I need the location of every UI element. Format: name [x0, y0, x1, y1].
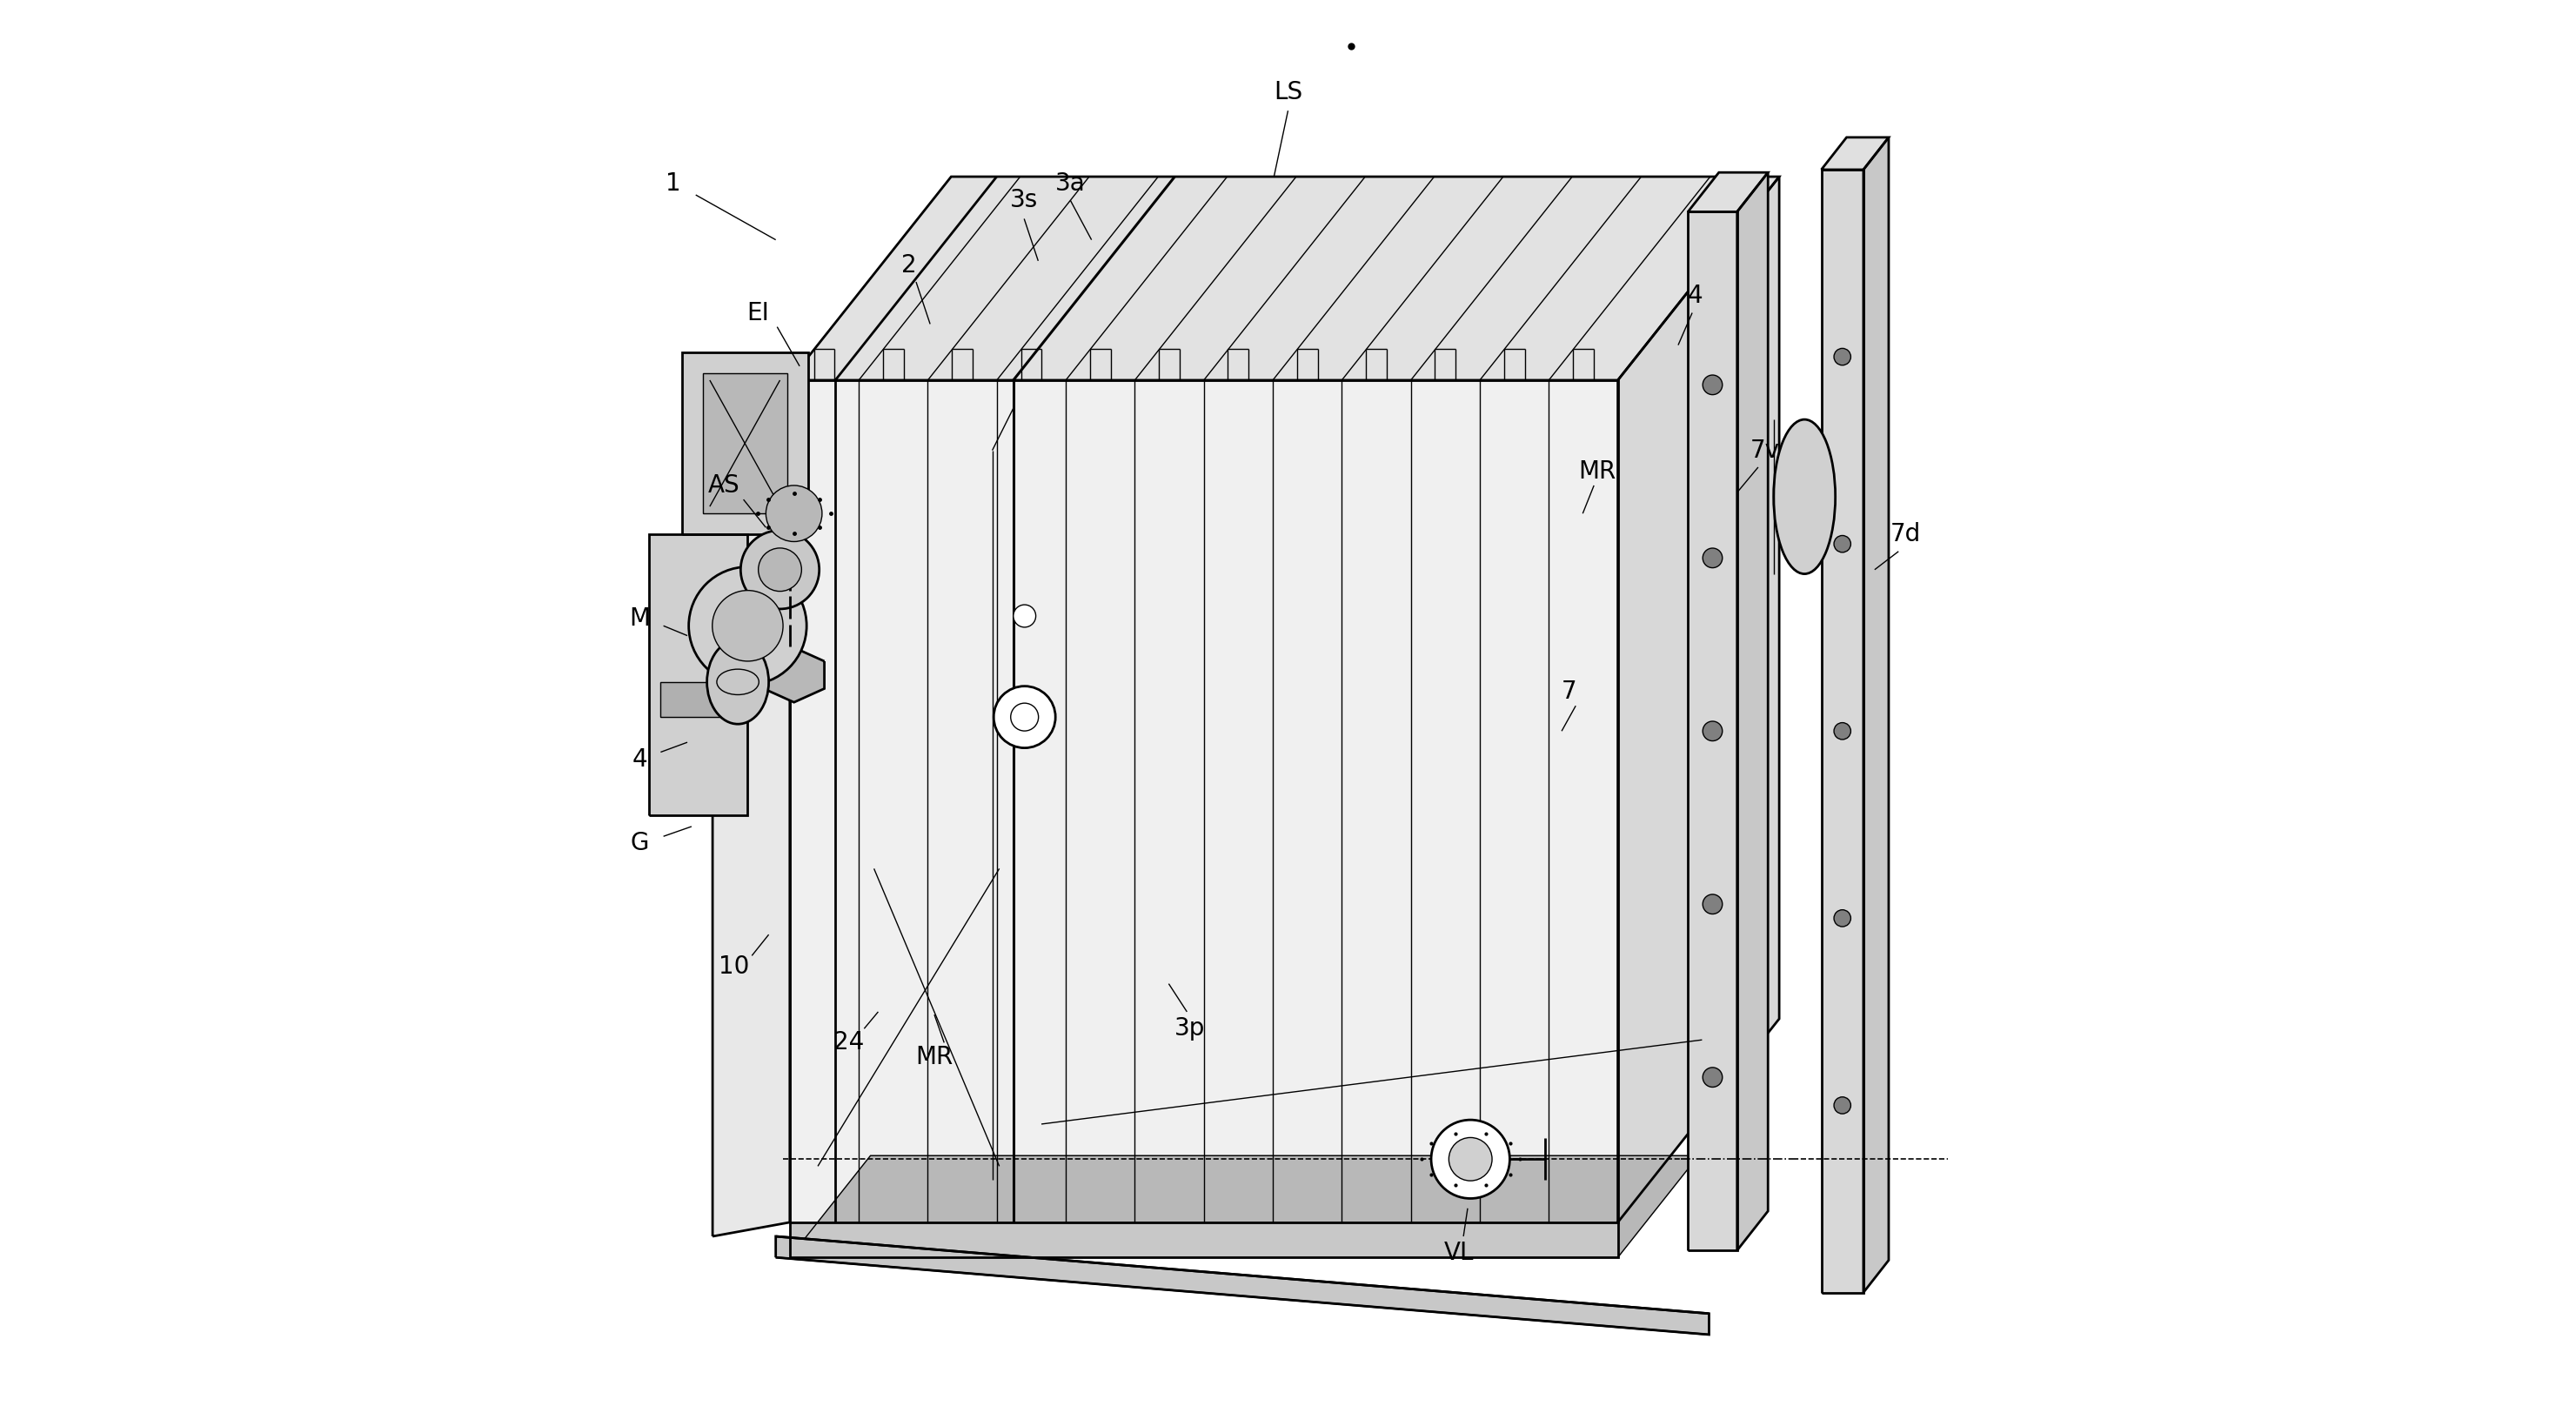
Circle shape — [688, 567, 806, 685]
Polygon shape — [1736, 173, 1767, 1250]
Polygon shape — [791, 1222, 1618, 1257]
Polygon shape — [762, 648, 824, 702]
Circle shape — [714, 591, 783, 661]
Circle shape — [1703, 894, 1723, 914]
Polygon shape — [1821, 138, 1888, 170]
Polygon shape — [1618, 177, 1780, 1222]
Text: 1: 1 — [665, 172, 680, 195]
Polygon shape — [1687, 212, 1736, 1250]
Polygon shape — [703, 373, 786, 513]
Text: MR: MR — [914, 1045, 953, 1069]
Text: LS: LS — [1273, 80, 1303, 104]
Polygon shape — [791, 380, 1618, 1222]
Text: 3a: 3a — [1056, 172, 1084, 195]
Polygon shape — [714, 380, 791, 1236]
Polygon shape — [649, 534, 747, 815]
Text: 7v: 7v — [1749, 439, 1780, 463]
Polygon shape — [1687, 173, 1767, 212]
Circle shape — [1834, 910, 1850, 927]
Circle shape — [1432, 1119, 1510, 1198]
Circle shape — [742, 530, 819, 609]
Text: 24: 24 — [835, 1031, 863, 1054]
Text: 4: 4 — [1687, 284, 1703, 308]
Circle shape — [1834, 349, 1850, 366]
Ellipse shape — [706, 640, 768, 724]
Text: 10: 10 — [719, 955, 750, 979]
Text: M: M — [629, 606, 649, 631]
Ellipse shape — [1775, 419, 1834, 574]
Circle shape — [757, 548, 801, 592]
Ellipse shape — [716, 669, 760, 695]
Circle shape — [1703, 1067, 1723, 1087]
Circle shape — [1703, 721, 1723, 741]
Text: 3p: 3p — [1175, 1017, 1206, 1040]
Text: MR: MR — [1579, 460, 1615, 484]
Polygon shape — [791, 177, 1780, 380]
Circle shape — [1834, 723, 1850, 740]
Polygon shape — [683, 352, 809, 534]
Circle shape — [1012, 605, 1036, 627]
Text: EI: EI — [747, 301, 768, 325]
Polygon shape — [1821, 170, 1862, 1292]
Circle shape — [1448, 1137, 1492, 1181]
Text: 2: 2 — [902, 253, 917, 277]
Polygon shape — [775, 1236, 1708, 1334]
Polygon shape — [1862, 138, 1888, 1292]
Circle shape — [994, 686, 1056, 748]
Circle shape — [1834, 1097, 1850, 1114]
Text: 7d: 7d — [1891, 523, 1922, 547]
Polygon shape — [659, 682, 724, 717]
Circle shape — [765, 485, 822, 541]
Circle shape — [1703, 375, 1723, 395]
Text: 7: 7 — [1561, 679, 1577, 704]
Text: 4: 4 — [631, 747, 647, 772]
Circle shape — [1834, 536, 1850, 553]
Polygon shape — [791, 1156, 1698, 1257]
Text: 3s: 3s — [1010, 188, 1038, 212]
Circle shape — [1703, 548, 1723, 568]
Circle shape — [1010, 703, 1038, 731]
Text: G: G — [631, 831, 649, 855]
Text: VL: VL — [1445, 1241, 1473, 1265]
Text: AS: AS — [708, 474, 739, 498]
